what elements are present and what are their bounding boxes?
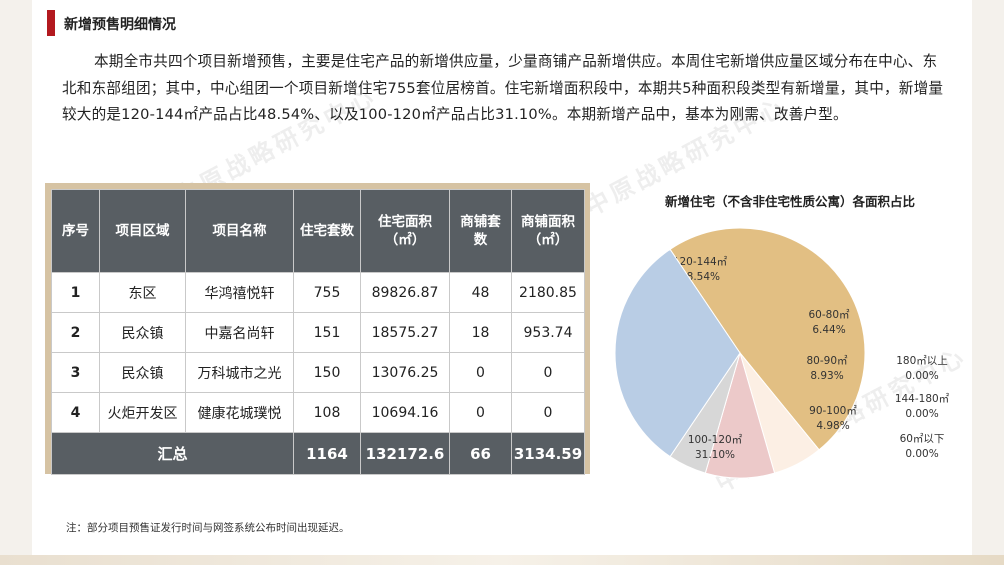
total-shop-area: 3134.59 — [511, 432, 585, 475]
table-frame: 序号 项目区域 项目名称 住宅套数 住宅面积（㎡） 商铺套数 商铺面积（㎡） 1… — [45, 183, 590, 475]
header-cell: 序号 — [51, 189, 100, 273]
page-title: 新增预售明细情况 — [64, 17, 176, 33]
cell-index: 2 — [51, 312, 100, 353]
cell-res-area: 13076.25 — [360, 352, 450, 393]
table-row: 4 火炬开发区 健康花城璞悦 108 10694.16 0 0 — [51, 392, 585, 433]
cell-area: 民众镇 — [99, 312, 186, 353]
total-shop-units: 66 — [449, 432, 512, 475]
summary-paragraph: 本期全市共四个项目新增预售，主要是住宅产品的新增供应量，少量商铺产品新增供应。本… — [62, 53, 944, 123]
cell-project: 中嘉名尚轩 — [185, 312, 294, 353]
slice-label: 60-80㎡ — [808, 309, 850, 321]
zero-slice-percent: 0.00% — [905, 370, 938, 382]
cell-shop-area: 0 — [511, 352, 585, 393]
cell-units: 108 — [293, 392, 361, 433]
slice-percent: 4.98% — [816, 420, 849, 432]
cell-shop-area: 0 — [511, 392, 585, 433]
bottom-band — [0, 555, 1004, 565]
slice-percent: 31.10% — [695, 449, 735, 461]
footnote: 注：部分项目预售证发行时间与网签系统公布时间出现延迟。 — [66, 522, 350, 534]
cell-res-area: 89826.87 — [360, 272, 450, 313]
cell-shop-area: 953.74 — [511, 312, 585, 353]
table-total-row: 汇总 1164 132172.6 66 3134.59 — [51, 432, 585, 475]
slice-label: 100-120㎡ — [688, 434, 743, 446]
slice-percent: 8.93% — [810, 370, 843, 382]
total-units: 1164 — [293, 432, 361, 475]
zero-slice-label: 180㎡以上 — [896, 355, 948, 367]
zero-slice-percent: 0.00% — [905, 408, 938, 420]
title-accent-bar — [47, 10, 55, 36]
table-header-row: 序号 项目区域 项目名称 住宅套数 住宅面积（㎡） 商铺套数 商铺面积（㎡） — [51, 189, 585, 273]
pie-slice — [669, 227, 866, 451]
cell-shop-units: 0 — [449, 392, 512, 433]
cell-index: 3 — [51, 352, 100, 393]
cell-shop-area: 2180.85 — [511, 272, 585, 313]
cell-units: 150 — [293, 352, 361, 393]
cell-area: 火炬开发区 — [99, 392, 186, 433]
total-label: 汇总 — [51, 432, 294, 475]
zero-slice-label: 144-180㎡ — [895, 393, 950, 405]
cell-area: 东区 — [99, 272, 186, 313]
chart-title: 新增住宅（不含非住宅性质公寓）各面积占比 — [664, 194, 915, 209]
slice-label: 80-90㎡ — [806, 355, 848, 367]
presale-table: 序号 项目区域 项目名称 住宅套数 住宅面积（㎡） 商铺套数 商铺面积（㎡） 1… — [51, 189, 585, 475]
zero-slice-label: 60㎡以下 — [900, 433, 945, 445]
table-row: 1 东区 华鸿禧悦轩 755 89826.87 48 2180.85 — [51, 272, 585, 313]
pie-slice — [614, 248, 741, 458]
slice-percent: 6.44% — [812, 324, 845, 336]
total-res-area: 132172.6 — [360, 432, 450, 475]
header-cell: 住宅面积（㎡） — [360, 189, 450, 273]
header-cell: 商铺套数 — [449, 189, 512, 273]
zero-slice-percent: 0.00% — [905, 448, 938, 460]
slice-label: 120-144㎡ — [673, 256, 728, 268]
cell-project: 万科城市之光 — [185, 352, 294, 393]
cell-index: 1 — [51, 272, 100, 313]
header-cell: 商铺面积（㎡） — [511, 189, 585, 273]
slice-label: 90-100㎡ — [809, 405, 857, 417]
cell-index: 4 — [51, 392, 100, 433]
cell-units: 755 — [293, 272, 361, 313]
cell-shop-units: 48 — [449, 272, 512, 313]
cell-project: 华鸿禧悦轩 — [185, 272, 294, 313]
table-row: 3 民众镇 万科城市之光 150 13076.25 0 0 — [51, 352, 585, 393]
